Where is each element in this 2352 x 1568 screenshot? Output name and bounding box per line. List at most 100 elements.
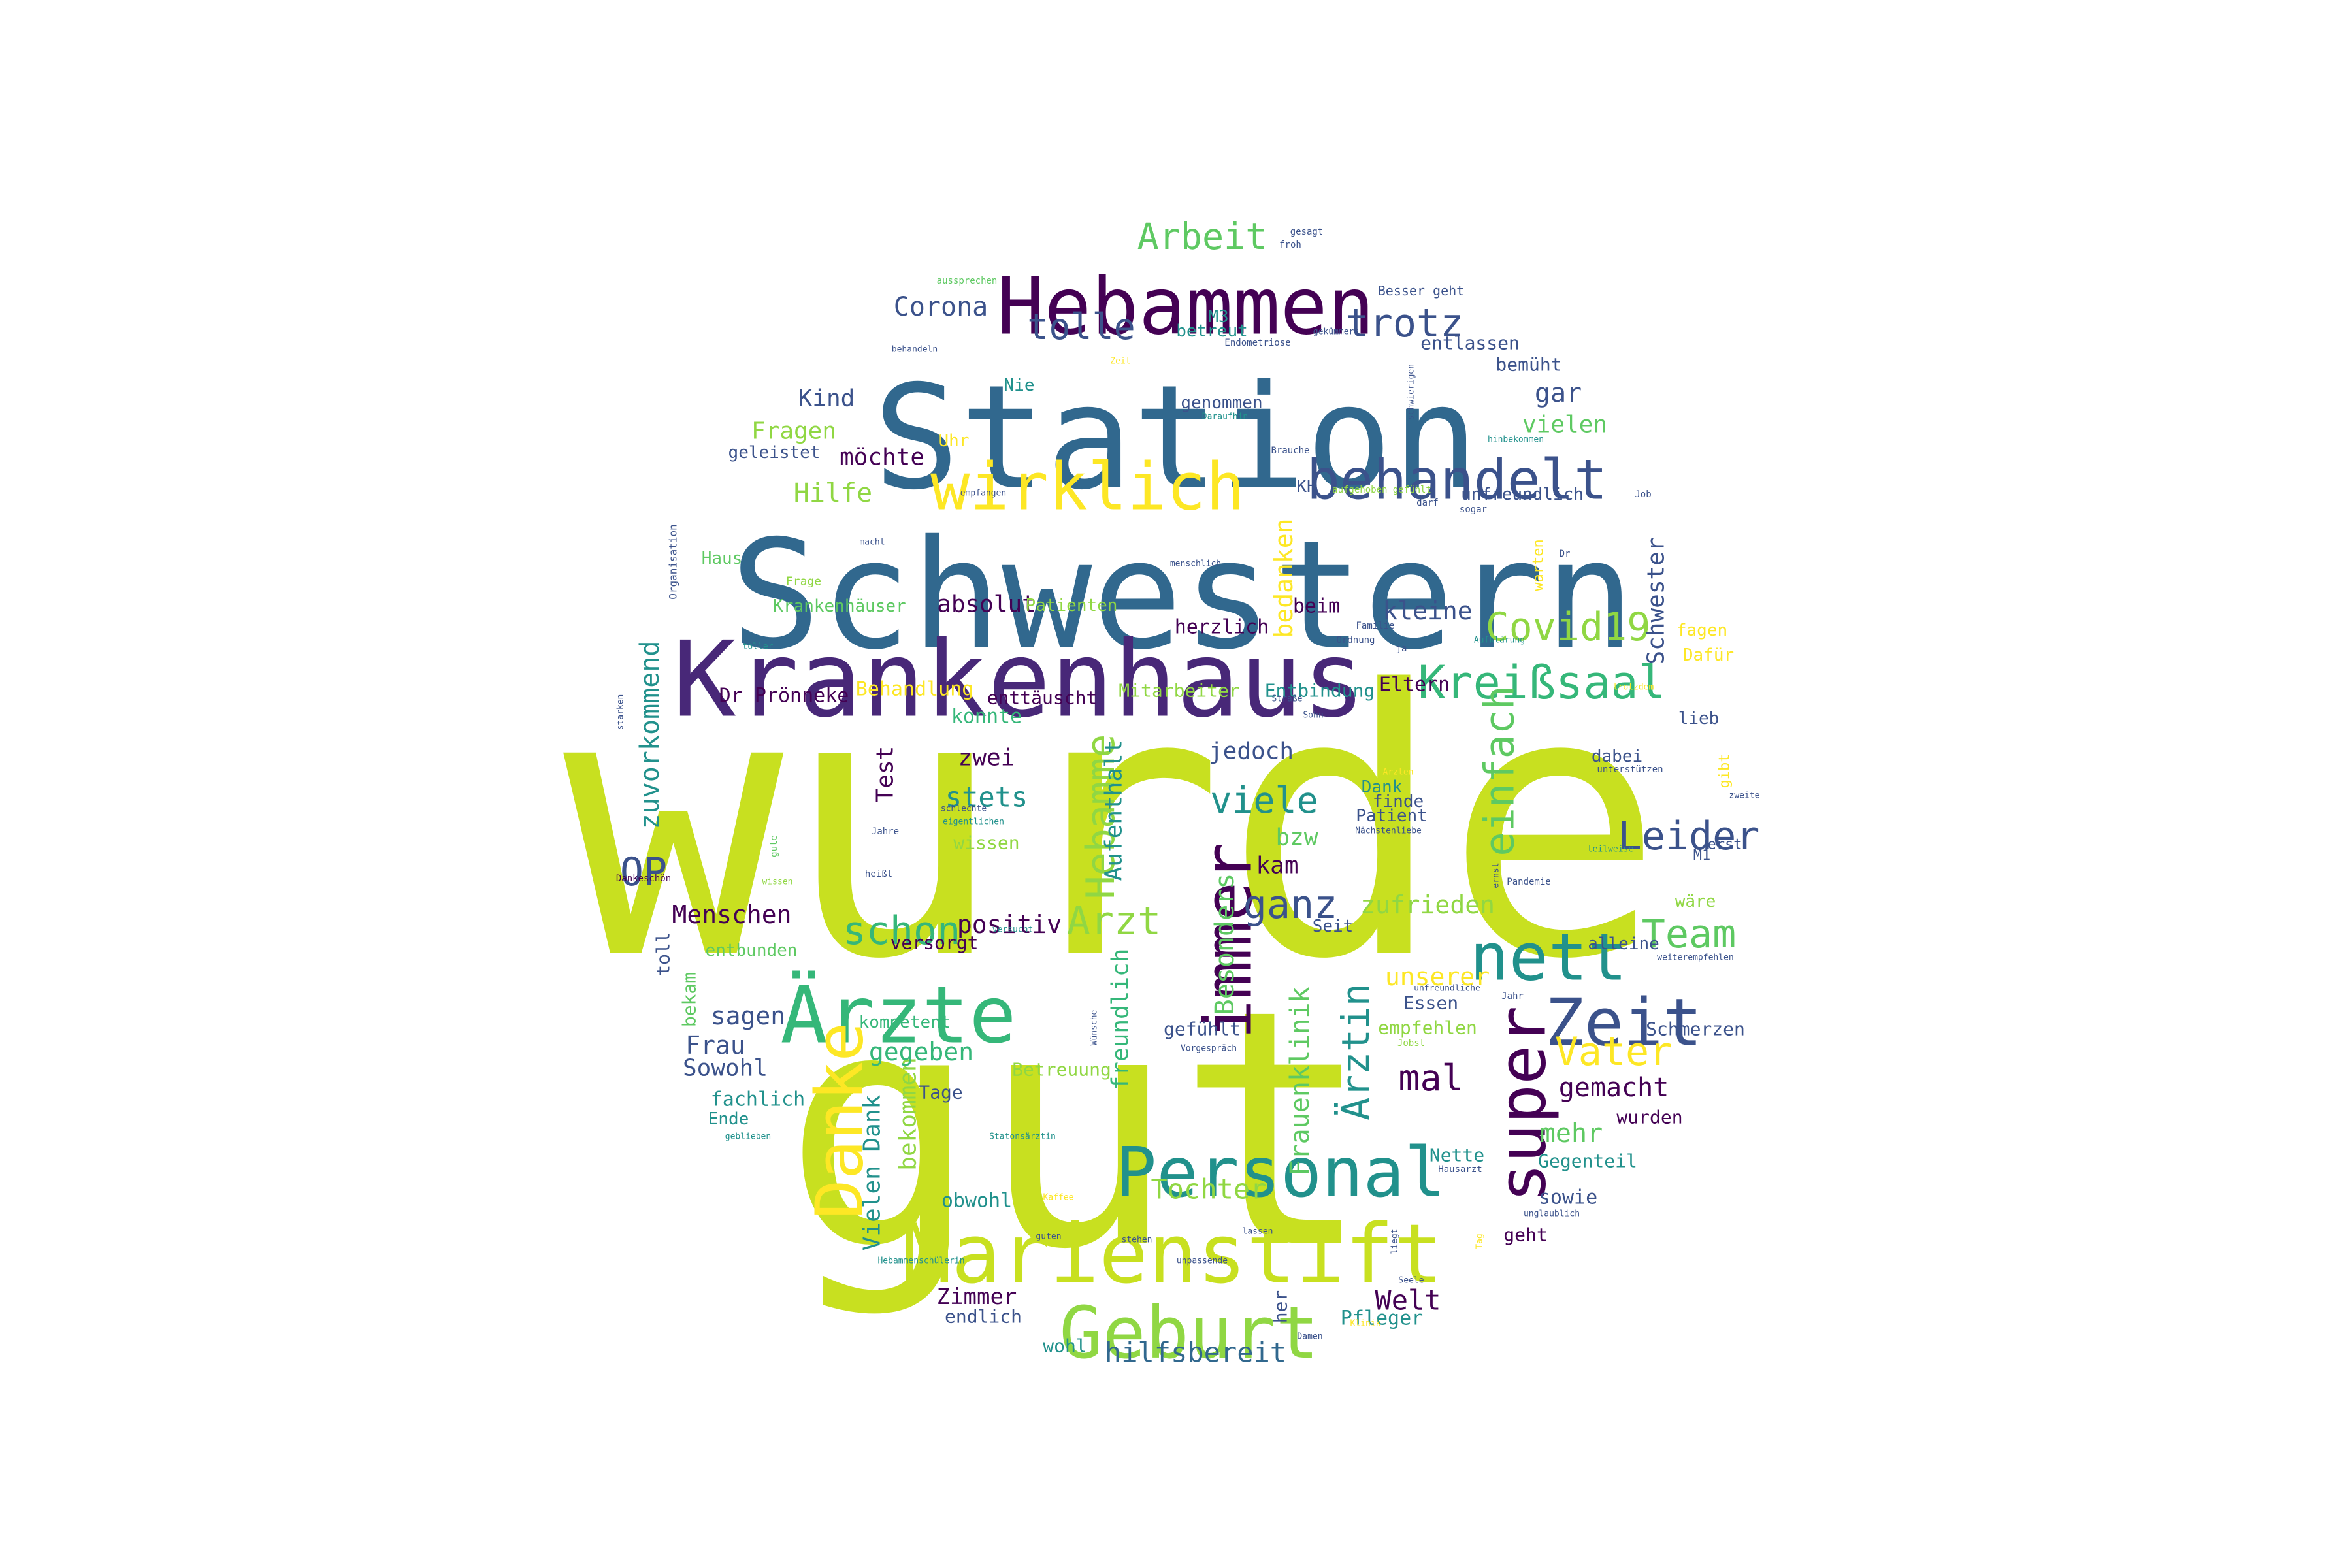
cloud-word: lassen <box>1243 1227 1273 1237</box>
cloud-word: gar <box>1535 378 1582 408</box>
cloud-word: heißt <box>865 869 892 879</box>
cloud-word: stets <box>945 781 1028 813</box>
cloud-word: einfach <box>1476 685 1524 856</box>
cloud-word: sogar <box>1460 504 1487 515</box>
cloud-word: starken <box>616 694 626 730</box>
cloud-word: Hilfe <box>794 478 872 508</box>
cloud-word: wurden <box>1616 1107 1682 1128</box>
cloud-word: Eltern <box>1379 674 1450 696</box>
cloud-word: versorgt <box>890 932 979 954</box>
cloud-word: Arbeit <box>1137 216 1267 257</box>
cloud-word: Organisation <box>667 524 679 600</box>
cloud-word: her <box>1270 1290 1292 1324</box>
cloud-word: geleistet <box>728 443 821 463</box>
cloud-word: konnte <box>951 706 1022 728</box>
cloud-word: toller <box>743 642 774 652</box>
cloud-word: Sohn <box>1303 711 1323 721</box>
cloud-word: Aufenthalt <box>1101 740 1128 881</box>
cloud-word: finde <box>1373 792 1424 811</box>
cloud-word: Hebamme <box>1078 734 1124 900</box>
cloud-word: darf <box>1416 498 1439 508</box>
cloud-word: Krankenhaus <box>673 619 1365 741</box>
cloud-word: sagen <box>711 1002 785 1030</box>
cloud-word: Kreißsaal <box>1418 656 1665 710</box>
cloud-word: Zimmer <box>937 1284 1017 1310</box>
cloud-word: gegeben <box>869 1037 973 1066</box>
cloud-word: immer <box>1190 842 1267 1039</box>
cloud-word: Hebammenschülerin <box>877 1256 964 1266</box>
cloud-word: trotz <box>1346 301 1464 346</box>
cloud-word: zufrieden <box>1360 890 1495 919</box>
cloud-word: Patient <box>1356 806 1428 826</box>
cloud-word: guten <box>1036 1232 1061 1242</box>
cloud-word: Arzten <box>1383 768 1414 777</box>
cloud-word: Zeit <box>1110 357 1130 367</box>
cloud-word: OP <box>620 849 667 895</box>
cloud-word: Ordnung <box>1336 635 1375 645</box>
cloud-word: Corona <box>894 292 988 322</box>
cloud-word: Ärzte <box>780 971 1016 1062</box>
cloud-word: jedoch <box>1209 738 1294 765</box>
cloud-word: Nette <box>1429 1145 1484 1166</box>
cloud-word: Marienstift <box>902 1207 1443 1302</box>
cloud-word: Endometriose <box>1224 338 1290 348</box>
cloud-word: Dankeschön <box>616 874 671 884</box>
cloud-word: Schmerzen <box>1646 1019 1745 1040</box>
cloud-word: Leider <box>1618 813 1760 859</box>
cloud-word: bemüht <box>1495 354 1561 376</box>
cloud-word: Job <box>1635 489 1651 500</box>
cloud-word: Kind <box>798 385 855 412</box>
cloud-word: erst <box>1708 837 1742 853</box>
cloud-word: entlassen <box>1420 333 1520 354</box>
cloud-word: Betreuung <box>1012 1059 1111 1081</box>
cloud-word: Dafür <box>1683 645 1734 665</box>
cloud-word: Nie <box>1004 376 1035 395</box>
cloud-word: gute <box>769 835 779 857</box>
cloud-word: kam <box>1256 853 1298 879</box>
cloud-word: Station <box>873 354 1478 521</box>
cloud-word: Ärztin <box>1333 983 1378 1120</box>
cloud-word: unfreundlich <box>1461 485 1584 504</box>
cloud-word: Pfleger <box>1341 1307 1423 1330</box>
cloud-word: Menschen <box>672 900 791 929</box>
cloud-word: positiv <box>957 910 1062 939</box>
cloud-word: Jahre <box>872 826 899 837</box>
cloud-word: Kaffee <box>1043 1193 1074 1203</box>
cloud-word: gekümmert <box>1313 327 1359 337</box>
cloud-word: schlechte <box>941 804 987 814</box>
cloud-word: zuvorkommend <box>635 641 665 830</box>
cloud-word: freundlich <box>1107 949 1134 1090</box>
cloud-word: KH <box>1296 477 1316 497</box>
cloud-word: gibt <box>1717 754 1733 789</box>
cloud-word: Dr Prönneke <box>719 685 849 708</box>
cloud-word: alleine <box>1588 934 1659 954</box>
cloud-word: super <box>1484 1005 1561 1202</box>
cloud-word: Statonsärztin <box>989 1132 1056 1142</box>
cloud-word: wirklich <box>930 449 1245 525</box>
cloud-word: wissen <box>762 877 793 887</box>
cloud-word: warten <box>1531 539 1547 591</box>
cloud-word: Daraufhin <box>1202 412 1248 422</box>
cloud-word: Hebammen <box>997 262 1375 353</box>
cloud-word: lieb <box>1678 709 1720 728</box>
cloud-word: gut <box>783 940 1373 1320</box>
cloud-word: Patienten <box>1026 596 1118 615</box>
cloud-word: fagen <box>1676 621 1727 640</box>
cloud-word: Klinik <box>1350 1319 1381 1329</box>
cloud-word: Brauche <box>1271 446 1309 456</box>
cloud-word: hinbekommen <box>1488 435 1544 445</box>
cloud-word: Dr <box>1560 549 1571 559</box>
cloud-word: Vielen Dank <box>859 1094 886 1250</box>
cloud-word: weiterempfehlen <box>1657 953 1733 963</box>
cloud-word: enttäuscht <box>987 687 1098 709</box>
cloud-word: Danke <box>802 1022 878 1218</box>
cloud-word: geblieben <box>725 1132 771 1142</box>
cloud-word: Essen <box>1403 992 1458 1014</box>
cloud-word: menschlich <box>1170 559 1221 569</box>
cloud-word: endlich <box>945 1306 1022 1328</box>
cloud-word: genommen <box>1181 393 1262 413</box>
cloud-word: Besser geht <box>1378 283 1464 299</box>
cloud-word: Mitarbeiter <box>1119 680 1239 702</box>
